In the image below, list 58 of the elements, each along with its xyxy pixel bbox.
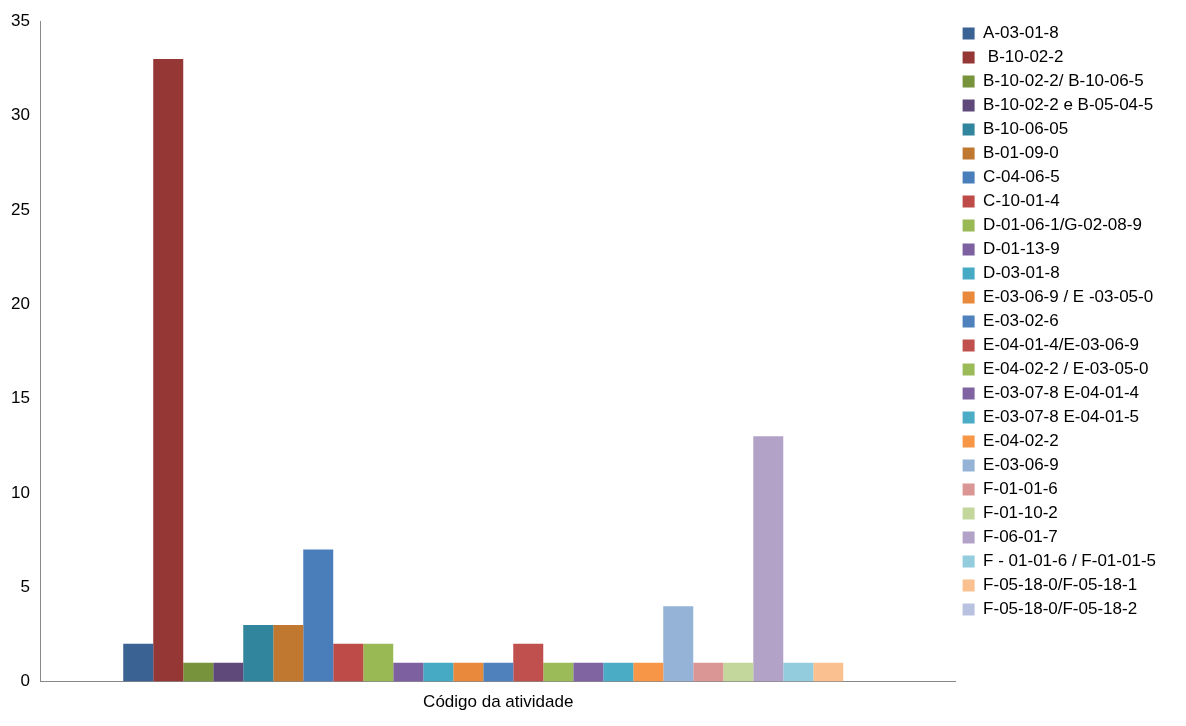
bar bbox=[723, 662, 754, 682]
bar bbox=[813, 662, 844, 682]
bar bbox=[183, 662, 214, 682]
y-tick-label: 15 bbox=[10, 388, 30, 408]
bar bbox=[243, 624, 274, 682]
legend-label: E-03-06-9 bbox=[983, 455, 1059, 475]
legend-label: F-05-18-0/F-05-18-1 bbox=[983, 575, 1138, 595]
legend-label: D-01-06-1/G-02-08-9 bbox=[983, 215, 1142, 235]
legend-label: B-10-02-2/ B-10-06-5 bbox=[983, 71, 1144, 91]
legend-label: D-03-01-8 bbox=[983, 263, 1060, 283]
legend-label: F-01-10-2 bbox=[983, 503, 1058, 523]
legend-label: B-01-09-0 bbox=[983, 143, 1059, 163]
bar bbox=[423, 662, 454, 682]
legend-label: E-03-07-8 E-04-01-4 bbox=[983, 383, 1140, 403]
legend-label: B-10-02-2 bbox=[983, 47, 1064, 67]
bar bbox=[273, 624, 304, 682]
legend-label: B-10-02-2 e B-05-04-5 bbox=[983, 95, 1154, 115]
y-tick-label: 10 bbox=[10, 482, 30, 502]
bar bbox=[393, 662, 424, 682]
bar bbox=[753, 436, 784, 682]
legend-label: E-04-02-2 / E-03-05-0 bbox=[983, 359, 1149, 379]
legend-label: E-03-07-8 E-04-01-5 bbox=[983, 407, 1140, 427]
bar bbox=[453, 662, 484, 682]
bar bbox=[693, 662, 724, 682]
bar bbox=[663, 606, 694, 682]
legend-label: F-01-01-6 bbox=[983, 479, 1058, 499]
y-tick-label: 5 bbox=[20, 576, 30, 596]
bar bbox=[783, 662, 814, 682]
legend-label: F - 01-01-6 / F-01-01-5 bbox=[983, 551, 1157, 571]
bar bbox=[123, 643, 154, 682]
bar bbox=[333, 643, 364, 682]
bar bbox=[603, 662, 634, 682]
y-tick-label: 20 bbox=[10, 293, 30, 313]
bar bbox=[363, 643, 394, 682]
legend-label: C-10-01-4 bbox=[983, 191, 1060, 211]
bar bbox=[483, 662, 514, 682]
legend-label: B-10-06-05 bbox=[983, 119, 1069, 139]
legend-label: E-04-02-2 bbox=[983, 431, 1059, 451]
y-tick-label: 30 bbox=[10, 105, 30, 125]
bar bbox=[543, 662, 574, 682]
y-tick-label: 35 bbox=[10, 10, 30, 30]
bar bbox=[573, 662, 604, 682]
legend-label: C-04-06-5 bbox=[983, 167, 1060, 187]
y-tick-label: 25 bbox=[10, 199, 30, 219]
bar bbox=[153, 58, 184, 682]
y-tick-label: 0 bbox=[20, 671, 30, 691]
legend-label: E-03-02-6 bbox=[983, 311, 1059, 331]
legend-label: E-03-06-9 / E -03-05-0 bbox=[983, 287, 1154, 307]
legend-label: E-04-01-4/E-03-06-9 bbox=[983, 335, 1140, 355]
legend-label: A-03-01-8 bbox=[983, 23, 1059, 43]
legend-label: F-05-18-0/F-05-18-2 bbox=[983, 599, 1138, 619]
bar bbox=[213, 662, 244, 682]
bar bbox=[633, 662, 664, 682]
legend-label: F-06-01-7 bbox=[983, 527, 1058, 547]
legend-label: D-01-13-9 bbox=[983, 239, 1060, 259]
x-tick-label: Código da atividade bbox=[423, 692, 574, 712]
bar bbox=[303, 549, 334, 682]
bar bbox=[513, 643, 544, 682]
